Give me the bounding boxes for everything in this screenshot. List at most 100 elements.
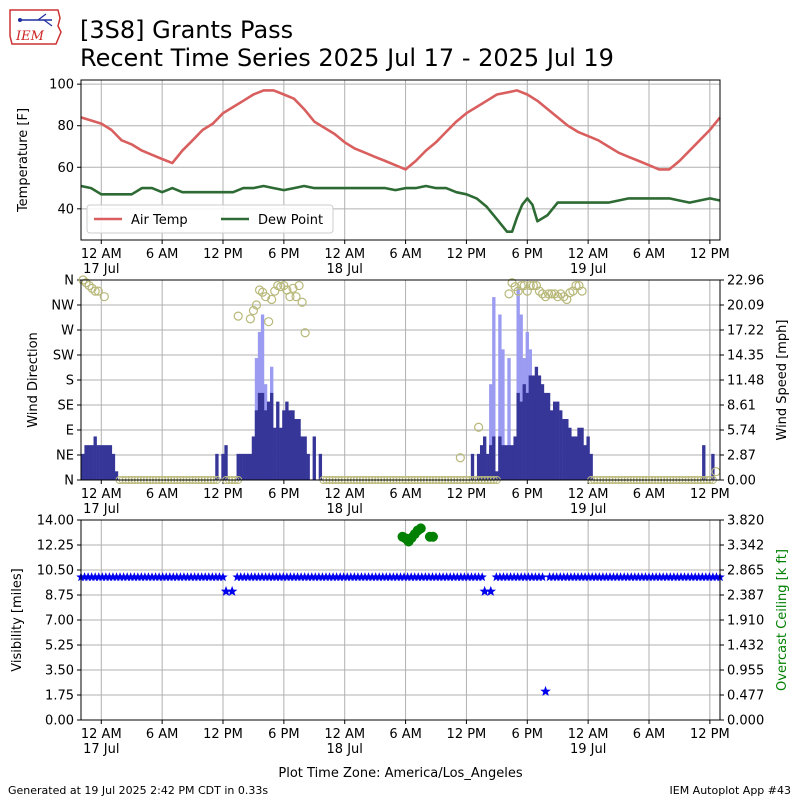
wind-speed-bar xyxy=(291,410,295,480)
wind-speed-bar xyxy=(300,436,304,480)
wind-speed-bar xyxy=(522,384,526,480)
direction-tick-label: NW xyxy=(51,299,74,314)
wind-speed-bar xyxy=(479,445,484,480)
visibility-point xyxy=(544,572,555,582)
wind-direction-point xyxy=(504,289,514,299)
visibility-point xyxy=(200,572,210,582)
visibility-point xyxy=(438,572,448,582)
ceiling-axis-label: Overcast Ceiling [k ft] xyxy=(775,549,790,691)
wind-direction-point xyxy=(543,289,554,299)
wind-speed-bar xyxy=(507,445,511,480)
wind-direction-point xyxy=(474,422,484,432)
speed-tick-label: 5.74 xyxy=(727,424,756,439)
wind-speed-bar xyxy=(571,436,575,480)
gust-bar xyxy=(489,384,493,480)
wind-direction-point xyxy=(90,286,100,296)
visibility-point xyxy=(118,572,129,582)
wind-speed-bar xyxy=(583,445,587,480)
visibility-point xyxy=(175,572,186,582)
visibility-point xyxy=(527,572,537,582)
visibility-point xyxy=(189,572,200,582)
visibility-point xyxy=(523,572,534,582)
x-date-label: 18 Jul xyxy=(327,502,363,517)
visibility-point xyxy=(285,572,296,582)
wind-direction-point xyxy=(525,280,535,291)
visibility-point xyxy=(207,572,218,582)
wind-speed-bar xyxy=(81,453,85,480)
wind-speed-bar xyxy=(266,401,271,480)
visibility-point xyxy=(417,572,427,582)
visibility-point xyxy=(686,572,697,582)
visibility-point xyxy=(299,572,310,582)
visibility-point xyxy=(662,572,672,582)
gust-bar xyxy=(507,358,511,480)
visibility-point xyxy=(704,572,715,582)
wind-speed-bar xyxy=(312,436,316,480)
visibility-point xyxy=(619,572,629,582)
legend-box xyxy=(86,204,334,234)
wind-direction-point xyxy=(455,453,465,463)
wind-speed-bar xyxy=(510,445,514,480)
ceiling-tick-label: 3.820 xyxy=(727,514,764,529)
ceiling-tick-label: 0.000 xyxy=(727,714,764,729)
wind-direction-point xyxy=(300,328,310,338)
wind-direction-point xyxy=(516,280,526,291)
wind-speed-bar xyxy=(318,453,323,480)
wind-speed-bar xyxy=(546,392,551,480)
direction-tick-label: NE xyxy=(56,449,74,464)
visibility-point xyxy=(129,572,139,582)
x-tick-label: 6 PM xyxy=(268,727,299,742)
wind-speed-bar xyxy=(96,445,100,480)
visibility-point xyxy=(236,572,246,582)
wind-speed-bar xyxy=(537,375,542,480)
visibility-point xyxy=(271,572,281,582)
wind-speed-bar xyxy=(574,436,578,480)
visibility-point xyxy=(363,572,374,582)
gust-bar xyxy=(501,349,505,480)
visibility-tick-label: 3.50 xyxy=(45,664,74,679)
ceiling-tick-label: 0.955 xyxy=(727,664,764,679)
wind-speed-bar xyxy=(260,392,265,480)
visibility-point xyxy=(559,572,569,582)
wind-speed-bar xyxy=(525,392,529,480)
chart-title-period: Recent Time Series 2025 Jul 17 - 2025 Ju… xyxy=(80,44,614,72)
x-date-label: 18 Jul xyxy=(327,742,363,757)
x-tick-label: 6 AM xyxy=(389,727,422,742)
visibility-point xyxy=(335,572,345,582)
visibility-point xyxy=(485,585,496,596)
wind-direction-point xyxy=(577,286,587,296)
x-tick-label: 6 AM xyxy=(389,247,422,262)
visibility-point xyxy=(165,572,175,582)
wind-direction-point xyxy=(528,280,538,291)
wind-speed-bar xyxy=(492,436,496,480)
x-tick-label: 6 AM xyxy=(146,727,179,742)
visibility-point xyxy=(479,585,490,596)
speed-tick-label: 8.61 xyxy=(727,399,756,414)
ceiling-tick-label: 1.432 xyxy=(727,639,764,654)
ceiling-tick-label: 2.865 xyxy=(727,564,764,579)
wind-speed-bar xyxy=(215,453,219,480)
visibility-point xyxy=(147,572,157,582)
visibility-point xyxy=(220,585,232,596)
panel-frame xyxy=(80,79,721,241)
visibility-point xyxy=(115,572,125,582)
direction-tick-label: SE xyxy=(58,399,74,414)
visibility-point xyxy=(622,572,633,582)
wind-direction-point xyxy=(288,283,298,293)
wind-direction-point xyxy=(571,280,581,291)
iowa-map-icon: IEM xyxy=(9,9,62,45)
visibility-point xyxy=(502,572,512,582)
visibility-point xyxy=(512,572,523,582)
generated-footer: Generated at 19 Jul 2025 2:42 PM CDT in … xyxy=(8,784,269,797)
wind-speed-bar xyxy=(263,410,268,480)
visibility-point xyxy=(463,572,473,582)
visibility-point xyxy=(413,572,423,582)
x-date-label: 17 Jul xyxy=(83,502,119,517)
visibility-point xyxy=(186,572,196,582)
visibility-point xyxy=(214,572,225,582)
wind-direction-point xyxy=(553,292,563,302)
visibility-point xyxy=(239,572,250,582)
app-footer: IEM Autoplot App #43 xyxy=(669,784,792,797)
visibility-point xyxy=(140,572,150,582)
